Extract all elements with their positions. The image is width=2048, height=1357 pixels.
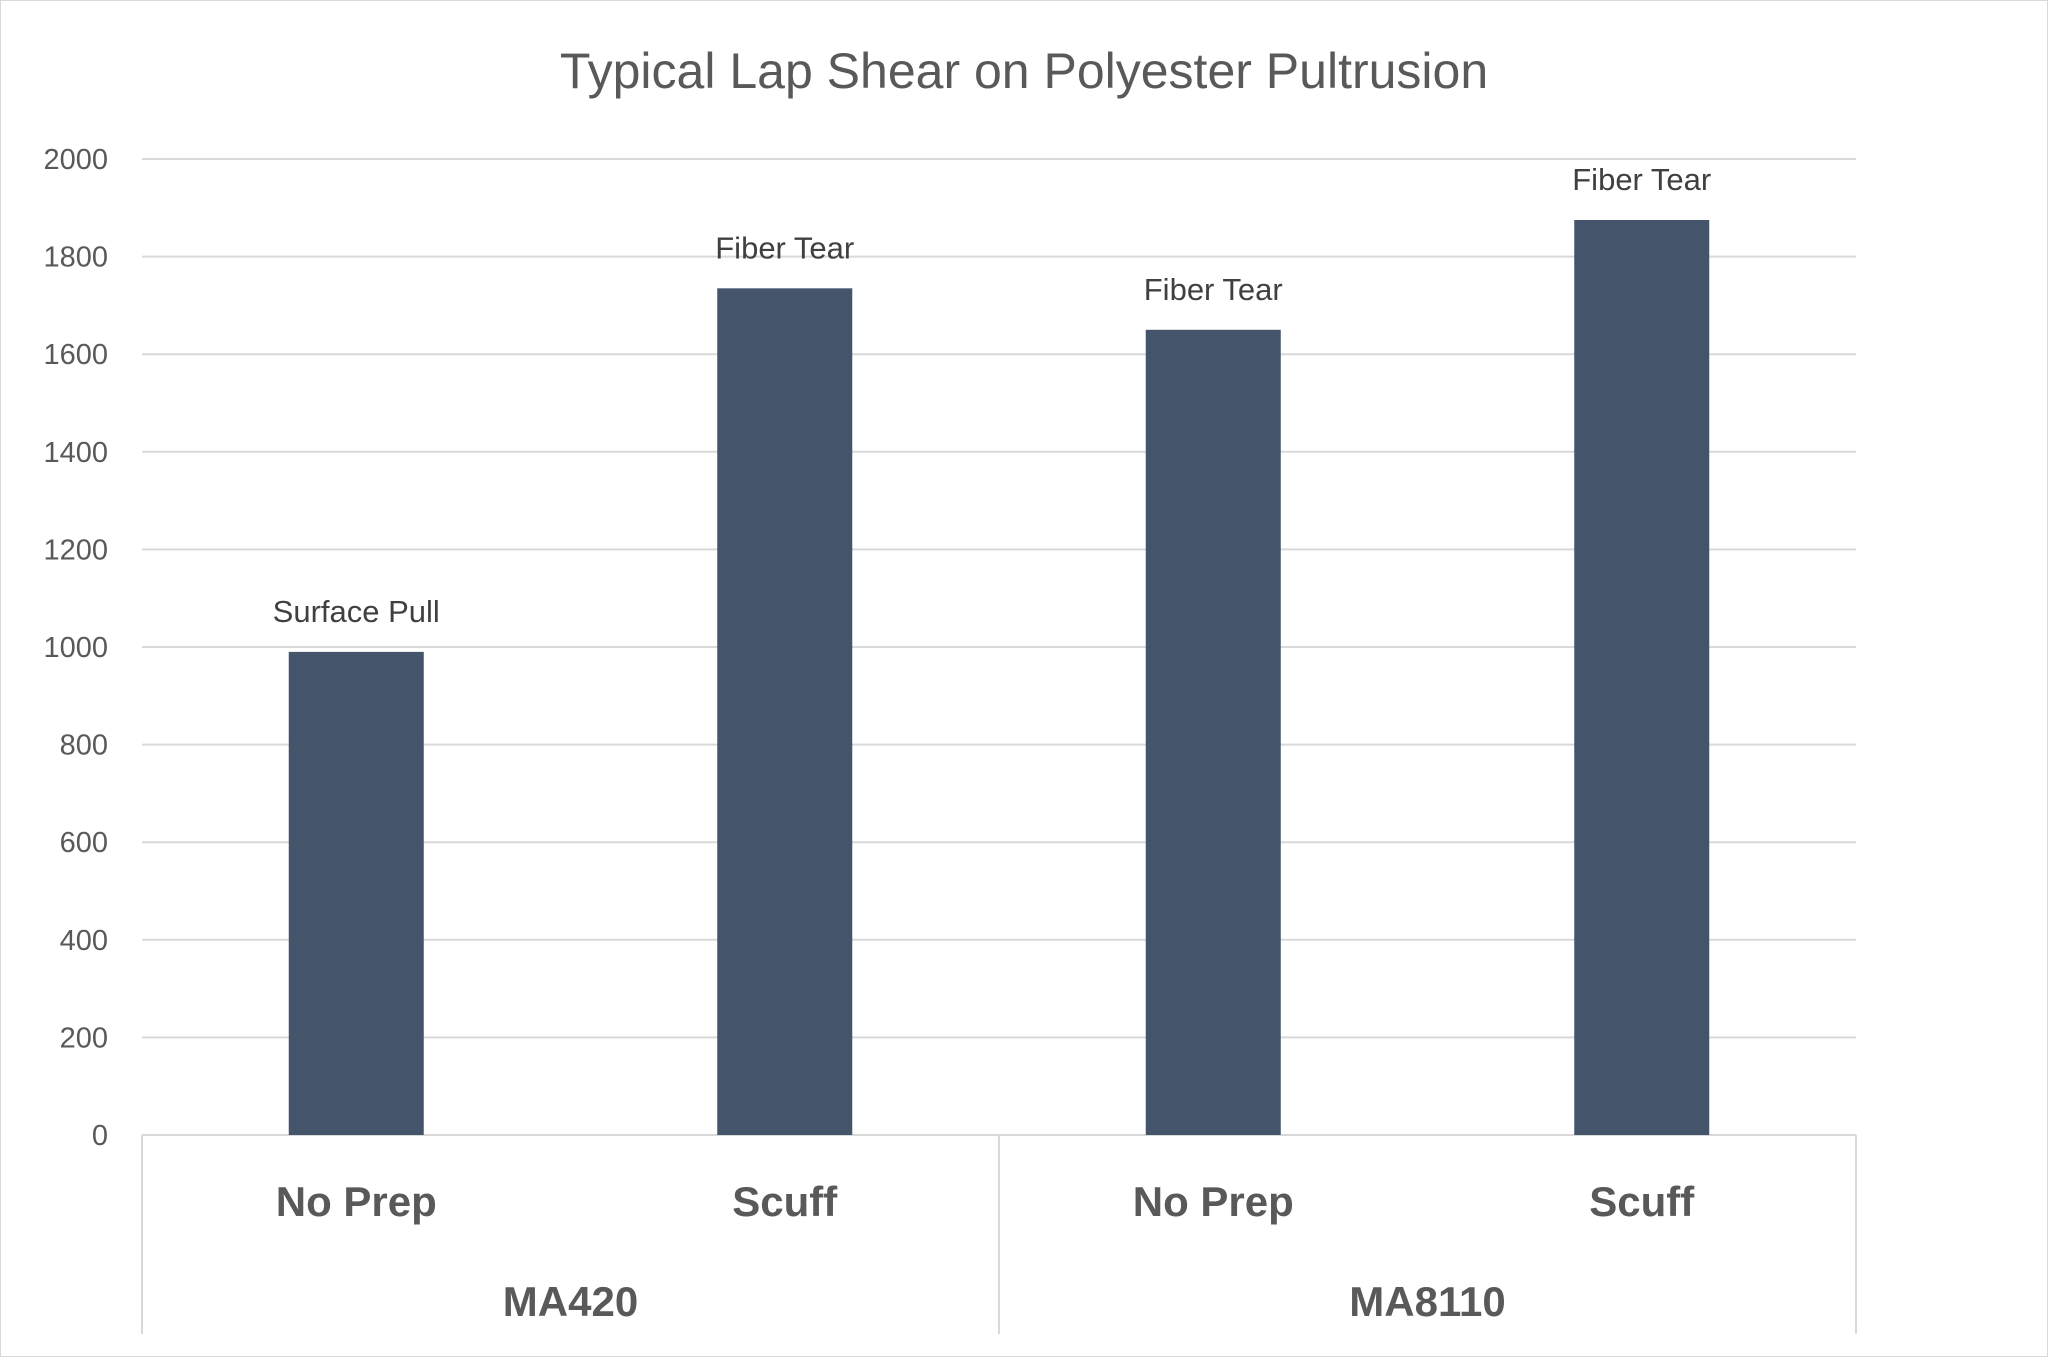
x-category-label: No Prep: [1133, 1178, 1294, 1225]
y-tick-label: 600: [60, 827, 108, 859]
bar: [1145, 329, 1281, 1135]
x-category-label: Scuff: [1589, 1178, 1695, 1225]
y-tick-label: 1600: [43, 339, 108, 371]
y-tick-label: 1400: [43, 437, 108, 469]
y-tick-label: 2000: [43, 144, 108, 176]
data-label: Fiber Tear: [1144, 272, 1283, 307]
data-label: Fiber Tear: [1572, 162, 1711, 197]
y-tick-label: 0: [92, 1120, 108, 1152]
bar: [1574, 220, 1710, 1135]
y-tick-label: 200: [60, 1022, 108, 1054]
bar: [717, 288, 853, 1135]
x-group-label: MA8110: [1349, 1278, 1505, 1325]
x-group-label: MA420: [503, 1278, 638, 1325]
y-tick-label: 1200: [43, 534, 108, 566]
y-tick-label: 1800: [43, 242, 108, 274]
x-category-label: No Prep: [276, 1178, 437, 1225]
data-label: Surface Pull: [273, 594, 440, 629]
chart-title: Typical Lap Shear on Polyester Pultrusio…: [560, 43, 1488, 99]
x-category-label: Scuff: [732, 1178, 838, 1225]
data-label: Fiber Tear: [715, 230, 854, 265]
y-tick-label: 400: [60, 925, 108, 957]
y-tick-label: 1000: [43, 632, 108, 664]
bar: [288, 651, 424, 1135]
y-tick-label: 800: [60, 730, 108, 762]
